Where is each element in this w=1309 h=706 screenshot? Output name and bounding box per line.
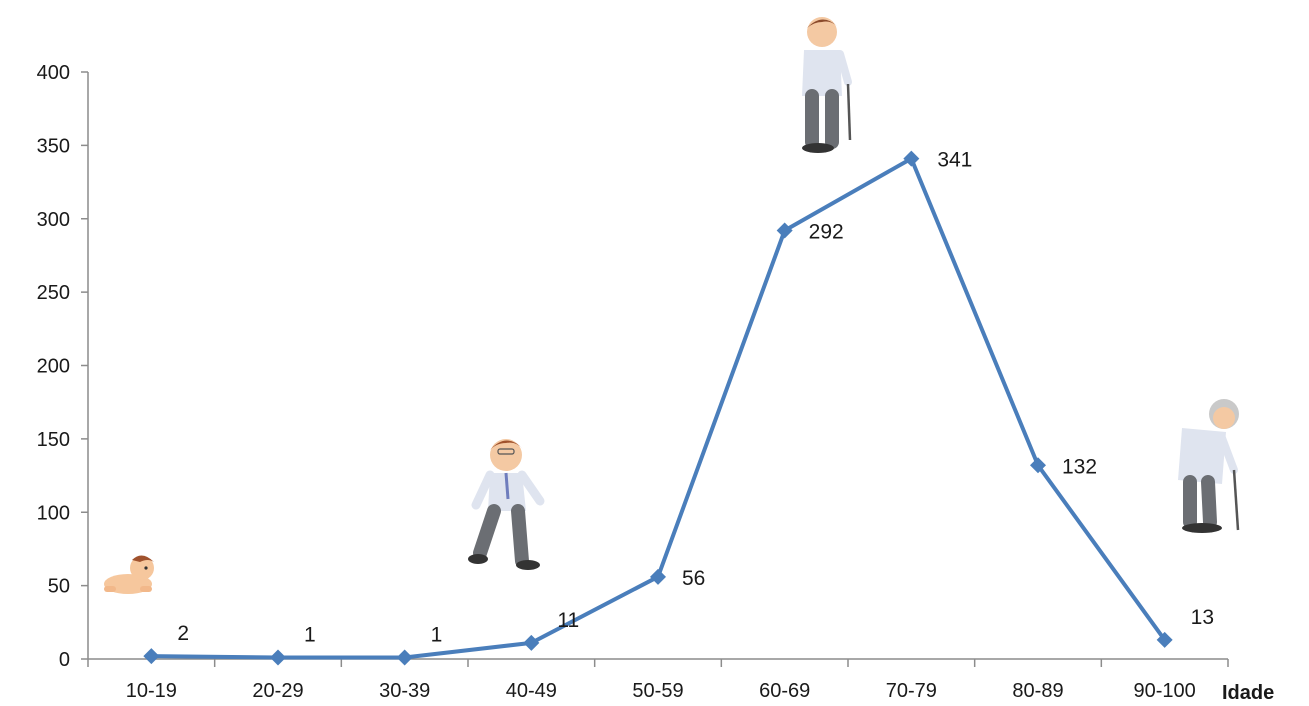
data-label: 2 [177, 622, 189, 645]
data-label: 292 [809, 220, 844, 243]
y-tick-label: 300 [37, 209, 70, 231]
data-point-marker [1030, 457, 1046, 474]
x-axis-title: Idade [1222, 682, 1274, 704]
data-label: 132 [1062, 455, 1097, 478]
baby-crawling-icon [104, 555, 154, 594]
data-point-marker [650, 568, 666, 585]
data-point-marker [523, 634, 540, 651]
data-label: 13 [1191, 606, 1214, 629]
x-tick-label: 10-19 [126, 680, 177, 702]
x-tick-label: 80-89 [1012, 680, 1063, 702]
series-markers [143, 150, 1173, 666]
data-label: 1 [304, 624, 316, 647]
x-ticks: 10-19 20-29 30-39 40-49 50-59 60-69 70-79 80-89… [87, 659, 1229, 702]
x-tick-label: 50-59 [632, 680, 683, 702]
data-point-marker [776, 222, 793, 239]
y-tick-label: 400 [37, 62, 70, 84]
man-walking-icon [468, 439, 545, 570]
data-point-marker [1156, 631, 1173, 648]
y-tick-label: 100 [37, 502, 70, 524]
data-point-marker [396, 649, 413, 666]
very-old-man-cane-icon [1178, 399, 1240, 533]
data-point-marker [903, 150, 920, 167]
y-tick-label: 250 [37, 282, 70, 304]
x-tick-label: 40-49 [506, 680, 557, 702]
y-tick-label: 150 [37, 429, 70, 451]
y-tick-label: 0 [59, 649, 70, 671]
y-tick-label: 200 [37, 356, 70, 378]
x-tick-label: 90-100 [1134, 680, 1196, 702]
x-tick-label: 60-69 [759, 680, 810, 702]
data-point-marker [143, 648, 160, 665]
y-tick-label: 50 [48, 576, 70, 598]
y-tick-label: 350 [37, 135, 70, 157]
elderly-man-cane-icon [802, 17, 852, 153]
x-tick-label: 70-79 [886, 680, 937, 702]
data-label: 341 [937, 149, 972, 172]
data-label: 56 [682, 567, 705, 590]
x-tick-label: 20-29 [252, 680, 303, 702]
x-tick-label: 30-39 [379, 680, 430, 702]
y-ticks: 0 50 100 150 200 250 300 350 400 [37, 62, 88, 671]
data-point-marker [270, 649, 286, 666]
data-label: 11 [557, 609, 579, 632]
data-label: 1 [431, 624, 443, 647]
